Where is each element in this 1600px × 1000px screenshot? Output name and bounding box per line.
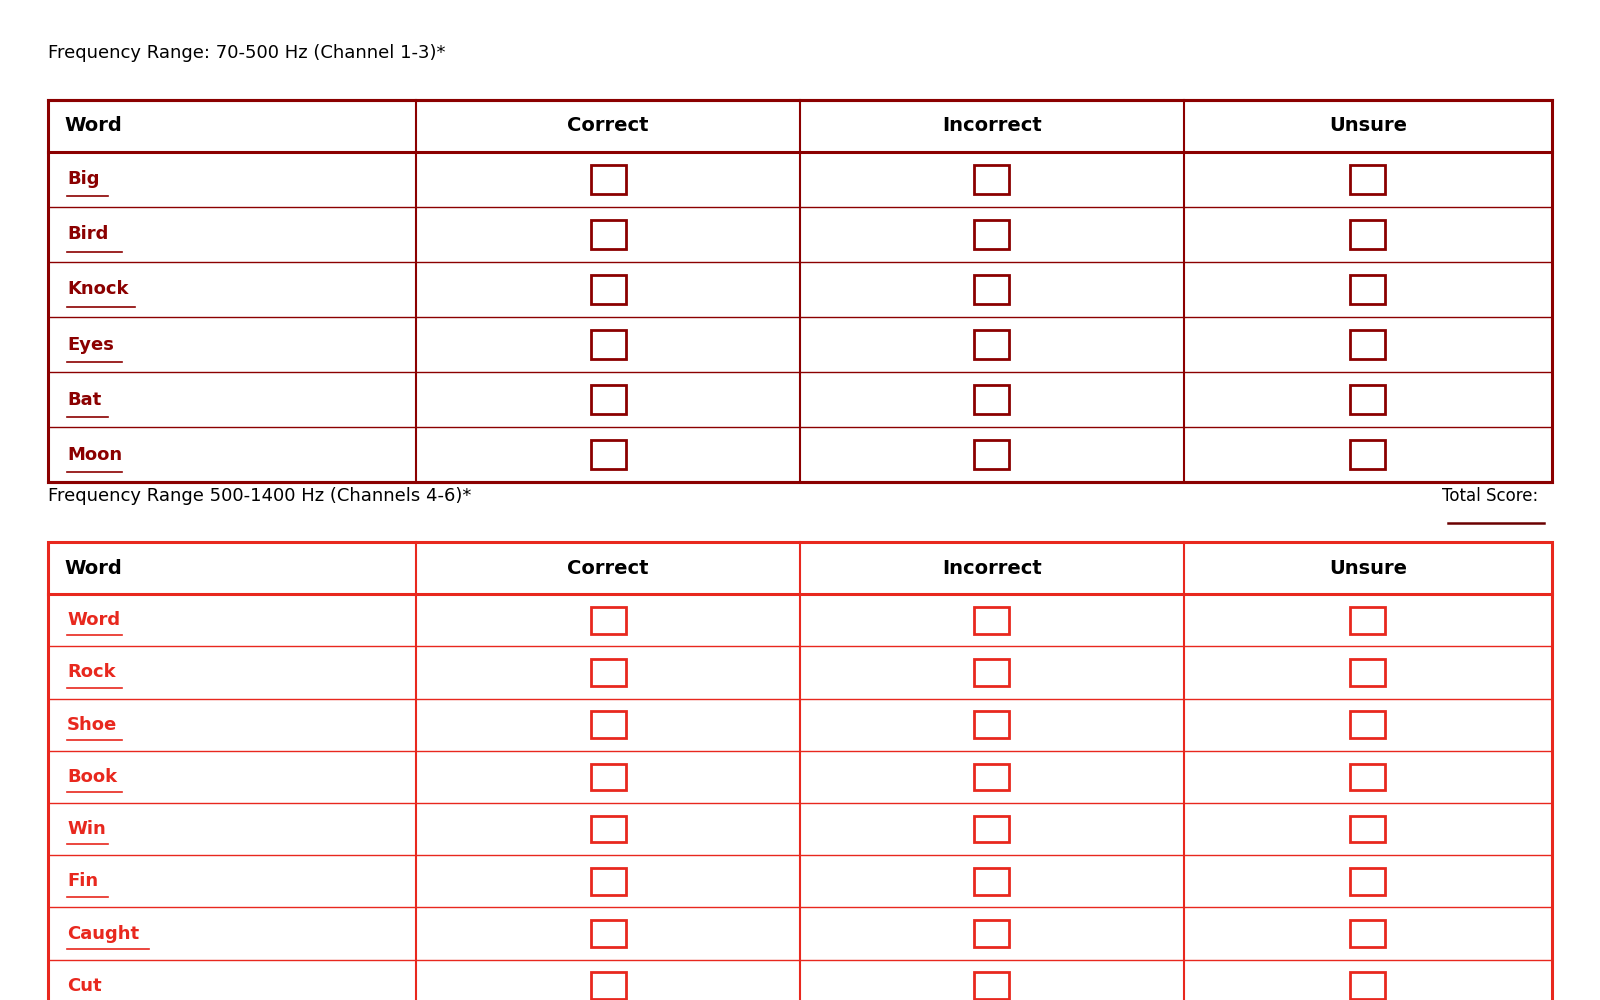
Text: Rock: Rock — [67, 663, 115, 681]
Text: Knock: Knock — [67, 280, 128, 298]
Bar — [48, 542, 1552, 1000]
Text: Correct: Correct — [568, 559, 650, 578]
Text: Fin: Fin — [67, 872, 98, 890]
Text: Bat: Bat — [67, 391, 101, 409]
Text: Frequency Range: 70-500 Hz (Channel 1-3)*: Frequency Range: 70-500 Hz (Channel 1-3)… — [48, 44, 445, 62]
Text: Shoe: Shoe — [67, 716, 117, 734]
Text: Unsure: Unsure — [1328, 559, 1406, 578]
Text: Cut: Cut — [67, 977, 102, 995]
Text: Word: Word — [67, 611, 120, 629]
Text: Book: Book — [67, 768, 117, 786]
Text: Incorrect: Incorrect — [942, 559, 1042, 578]
Text: Big: Big — [67, 170, 99, 188]
Text: Bird: Bird — [67, 225, 109, 243]
Text: Correct: Correct — [568, 116, 650, 135]
Text: Moon: Moon — [67, 446, 122, 464]
Text: Incorrect: Incorrect — [942, 116, 1042, 135]
Bar — [48, 100, 1552, 482]
Text: Word: Word — [64, 116, 122, 135]
Text: Total Score:: Total Score: — [1443, 487, 1544, 505]
Text: Unsure: Unsure — [1328, 116, 1406, 135]
Text: Win: Win — [67, 820, 106, 838]
Text: Caught: Caught — [67, 925, 139, 943]
Text: Frequency Range 500-1400 Hz (Channels 4-6)*: Frequency Range 500-1400 Hz (Channels 4-… — [48, 487, 472, 505]
Text: Word: Word — [64, 559, 122, 578]
Text: Eyes: Eyes — [67, 336, 114, 354]
